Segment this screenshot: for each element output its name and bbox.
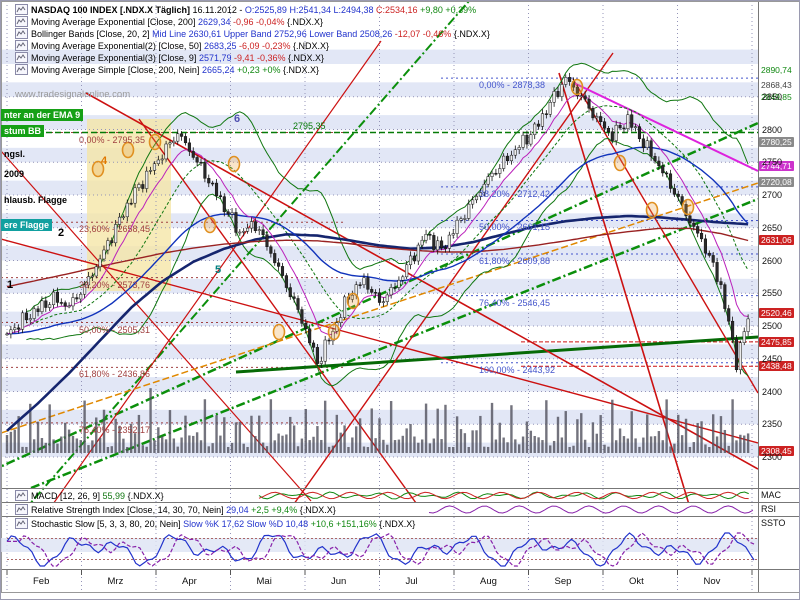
legend-segment: 16.11.2012 - bbox=[192, 5, 245, 15]
legend-segment: 2665,24 bbox=[201, 65, 237, 75]
legend-segment: {.NDX.X} bbox=[127, 491, 164, 501]
legend-segment: Moving Average Exponential(2) [Close, 50… bbox=[31, 41, 204, 51]
legend-sma200-row[interactable]: Moving Average Simple [Close, 200, Nein]… bbox=[15, 64, 319, 76]
macd-legend-row[interactable]: MACD [12, 26, 9] 55,99 {.NDX.X} bbox=[15, 490, 164, 502]
legend-segment: Relative Strength Index [Close, 14, 30, … bbox=[31, 505, 227, 515]
moving-averages bbox=[6, 95, 749, 432]
indicator-icon bbox=[15, 40, 28, 51]
macd-panel-plot bbox=[258, 491, 749, 500]
legend-segment: C:2534,16 bbox=[376, 5, 421, 15]
legend-ema200-row[interactable]: Moving Average Exponential [Close, 200] … bbox=[15, 16, 323, 28]
legend-segment: O:2525,89 H:2541,34 L:2494,38 bbox=[244, 5, 377, 15]
legend-price-row[interactable]: NASDAQ 100 INDEX [.NDX.X Täglich] 16.11.… bbox=[15, 4, 476, 16]
legend-bollinger-row[interactable]: Bollinger Bands [Close, 20, 2] Mid Line … bbox=[15, 28, 490, 40]
rsi-panel-plot bbox=[428, 505, 754, 514]
pivot-circles bbox=[91, 78, 695, 341]
stochastic-legend-row[interactable]: Stochastic Slow [5, 3, 3, 80, 20, Nein] … bbox=[15, 518, 415, 530]
indicator-icon bbox=[15, 52, 28, 63]
indicator-icon bbox=[15, 504, 28, 515]
legend-segment: {.NDX.X} bbox=[287, 17, 324, 27]
legend-segment: +10,6 +151,16% bbox=[310, 519, 380, 529]
legend-segment: MACD [12, 26, 9] bbox=[31, 491, 103, 501]
legend-segment: {.NDX.X} bbox=[293, 41, 330, 51]
legend-segment: {.NDX.X} bbox=[453, 29, 490, 39]
legend-segment: {.NDX.X} bbox=[288, 53, 325, 63]
legend-segment: 2571,79 bbox=[198, 53, 234, 63]
volume-bars bbox=[5, 388, 750, 453]
legend-segment: {.NDX.X} bbox=[299, 505, 336, 515]
legend-segment: -9,41 -0,36% bbox=[233, 53, 289, 63]
indicator-icon bbox=[15, 16, 28, 27]
indicator-icon bbox=[15, 28, 28, 39]
legend-segment: Stochastic Slow [5, 3, 3, 80, 20, Nein] bbox=[31, 519, 184, 529]
indicator-icon bbox=[15, 518, 28, 529]
ema200-line bbox=[6, 227, 749, 288]
legend-segment: NASDAQ 100 INDEX [.NDX.X Täglich] bbox=[31, 5, 193, 15]
legend-segment: Moving Average Exponential [Close, 200] bbox=[31, 17, 198, 27]
stoch-d-line bbox=[7, 532, 755, 567]
bollinger-bands bbox=[26, 62, 749, 387]
legend-segment: -0,96 -0,04% bbox=[233, 17, 288, 27]
indicator-icon bbox=[15, 490, 28, 501]
ema9-line bbox=[6, 95, 749, 336]
legend-segment: Slow %D 10,48 bbox=[246, 519, 311, 529]
trendlines bbox=[1, 1, 758, 502]
indicator-icon bbox=[15, 64, 28, 75]
legend-ema50-row[interactable]: Moving Average Exponential(2) [Close, 50… bbox=[15, 40, 329, 52]
legend-segment: {.NDX.X} bbox=[379, 519, 416, 529]
ema50-line bbox=[6, 146, 749, 335]
legend-segment: -6,09 -0,23% bbox=[238, 41, 294, 51]
legend-segment: {.NDX.X} bbox=[283, 65, 320, 75]
candlestick-series bbox=[5, 72, 750, 375]
legend-segment: +0,23 +0% bbox=[236, 65, 284, 75]
legend-ema9-row[interactable]: Moving Average Exponential(3) [Close, 9]… bbox=[15, 52, 324, 64]
legend-segment: Slow %K 17,62 bbox=[183, 519, 247, 529]
legend-segment: -12,07 -0,46% bbox=[394, 29, 454, 39]
time-axis-ticks bbox=[6, 570, 753, 575]
legend-segment: 2629,34 bbox=[197, 17, 233, 27]
legend-segment: +2,5 +9,4% bbox=[251, 505, 300, 515]
legend-segment: +9,80 +0,39% bbox=[420, 5, 477, 15]
legend-segment: Moving Average Exponential(3) [Close, 9] bbox=[31, 53, 199, 63]
rsi-legend-row[interactable]: Relative Strength Index [Close, 14, 30, … bbox=[15, 504, 336, 516]
legend-segment: Moving Average Simple [Close, 200, Nein] bbox=[31, 65, 202, 75]
indicator-icon bbox=[15, 4, 28, 15]
legend-segment: Bollinger Bands [Close, 20, 2] bbox=[31, 29, 153, 39]
horizontal-lines bbox=[1, 131, 758, 367]
legend-segment: 29,04 bbox=[226, 505, 252, 515]
legend-segment: 2683,25 bbox=[203, 41, 239, 51]
legend-segment: 55,99 bbox=[102, 491, 128, 501]
legend-segment: Mid Line 2630,61 Upper Band 2752,96 Lowe… bbox=[152, 29, 395, 39]
stochastic-panel-plot bbox=[1, 532, 758, 567]
sma200-line bbox=[6, 214, 749, 432]
